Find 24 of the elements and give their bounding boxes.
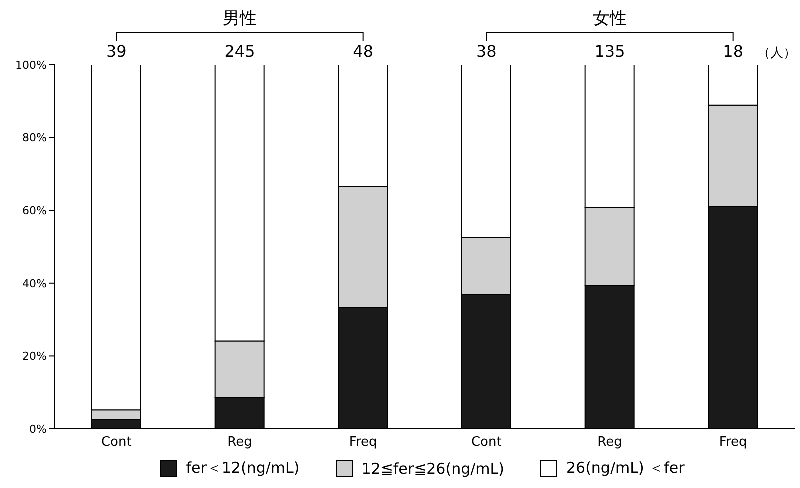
y-tick-label: 20%	[22, 350, 47, 364]
y-tick-label: 100%	[16, 58, 47, 72]
legend-label: 12≦fer≦26(ng/mL)	[360, 459, 504, 478]
text: 18	[723, 42, 744, 61]
y-tick-label: 60%	[22, 204, 47, 218]
x-tick-label: Freq	[349, 435, 378, 450]
text: 135	[594, 42, 626, 61]
x-tick-label: Cont	[101, 435, 132, 450]
x-tick-label: Freq	[719, 435, 748, 450]
x-tick-label: Reg	[228, 435, 252, 450]
legend-label: fer＜12(ng/mL)	[185, 459, 300, 478]
text: 48	[353, 42, 374, 61]
x-tick-label: Cont	[471, 435, 502, 450]
text: （人）	[757, 46, 796, 61]
y-tick-label: 40%	[22, 277, 47, 290]
text: 38	[476, 42, 497, 61]
x-tick-label: Reg	[598, 435, 622, 450]
text: 39	[106, 42, 127, 61]
text: 女性	[593, 9, 627, 29]
legend-label: 26(ng/mL) ＜fer	[565, 459, 685, 478]
y-tick-label: 80%	[22, 132, 47, 145]
text: 男性	[223, 9, 257, 29]
text: 245	[224, 42, 256, 61]
y-tick-label: 0%	[30, 422, 47, 436]
